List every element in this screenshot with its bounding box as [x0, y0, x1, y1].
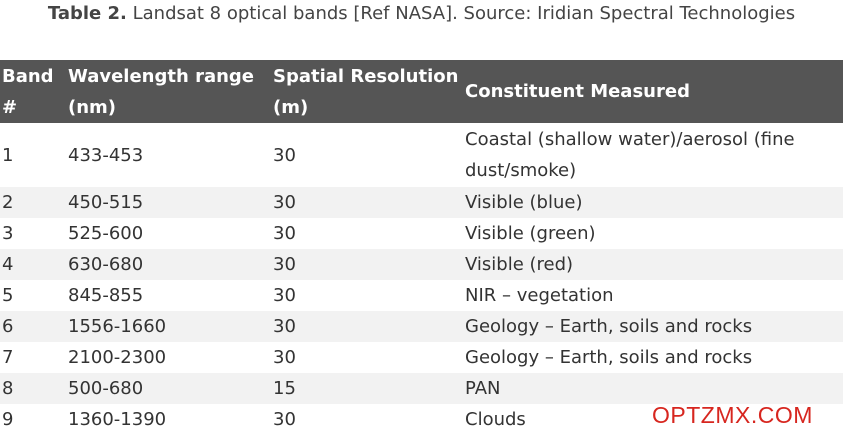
cell-wavelength: 525-600 — [68, 223, 144, 244]
cell-band: 6 — [2, 316, 14, 337]
cell-resolution: 30 — [273, 347, 296, 368]
cell-constituent: Coastal (shallow water)/aerosol (fine du… — [465, 129, 795, 181]
cell-wavelength: 500-680 — [68, 378, 144, 399]
cell-wavelength: 1556-1660 — [68, 316, 167, 337]
header-constituent: Constituent Measured — [465, 81, 690, 102]
cell-wavelength: 2100-2300 — [68, 347, 167, 368]
cell-band: 8 — [2, 378, 14, 399]
table-row: 7 2100-2300 30 Geology – Earth, soils an… — [0, 342, 843, 373]
cell-constituent: Visible (red) — [465, 254, 574, 275]
table-row: 6 1556-1660 30 Geology – Earth, soils an… — [0, 311, 843, 342]
header-resolution: Spatial Resolution (m) — [273, 65, 459, 118]
cell-resolution: 30 — [273, 192, 296, 213]
table-row: 3 525-600 30 Visible (green) — [0, 218, 843, 249]
cell-resolution: 15 — [273, 378, 296, 399]
watermark: OPTZMX.COM — [652, 402, 813, 428]
cell-constituent: PAN — [465, 378, 501, 399]
cell-resolution: 30 — [273, 409, 296, 430]
table-row: 2 450-515 30 Visible (blue) — [0, 187, 843, 218]
cell-constituent: NIR – vegetation — [465, 285, 614, 306]
header-band: Band # — [2, 65, 54, 118]
cell-band: 7 — [2, 347, 14, 368]
cell-resolution: 30 — [273, 223, 296, 244]
cell-wavelength: 630-680 — [68, 254, 144, 275]
cell-band: 9 — [2, 409, 14, 430]
cell-wavelength: 450-515 — [68, 192, 144, 213]
cell-constituent: Geology – Earth, soils and rocks — [465, 316, 753, 337]
cell-resolution: 30 — [273, 285, 296, 306]
cell-constituent: Visible (green) — [465, 223, 596, 244]
cell-wavelength: 1360-1390 — [68, 409, 167, 430]
cell-constituent: Geology – Earth, soils and rocks — [465, 347, 753, 368]
table-row: 9 1360-1390 30 Clouds — [0, 404, 843, 435]
caption-text: Landsat 8 optical bands [Ref NASA]. Sour… — [126, 3, 796, 24]
cell-constituent: Visible (blue) — [465, 192, 583, 213]
table-row: 1 433-453 30 Coastal (shallow water)/aer… — [0, 123, 843, 187]
cell-wavelength: 433-453 — [68, 144, 144, 166]
table-caption: Table 2. Landsat 8 optical bands [Ref NA… — [0, 0, 843, 28]
caption-label: Table 2. — [47, 3, 127, 24]
cell-band: 4 — [2, 254, 14, 275]
table-row: 8 500-680 15 PAN — [0, 373, 843, 404]
table-header-row: Band # Wavelength range (nm) Spatial Res… — [0, 60, 843, 123]
cell-band: 2 — [2, 192, 14, 213]
cell-resolution: 30 — [273, 254, 296, 275]
cell-resolution: 30 — [273, 316, 296, 337]
header-wavelength: Wavelength range (nm) — [68, 65, 254, 118]
cell-band: 3 — [2, 223, 14, 244]
cell-resolution: 30 — [273, 144, 296, 166]
cell-band: 1 — [2, 144, 14, 166]
cell-band: 5 — [2, 285, 14, 306]
cell-constituent: Clouds — [465, 409, 526, 430]
table-row: 5 845-855 30 NIR – vegetation — [0, 280, 843, 311]
cell-wavelength: 845-855 — [68, 285, 144, 306]
table-row: 4 630-680 30 Visible (red) — [0, 249, 843, 280]
landsat-bands-table: Band # Wavelength range (nm) Spatial Res… — [0, 60, 843, 435]
